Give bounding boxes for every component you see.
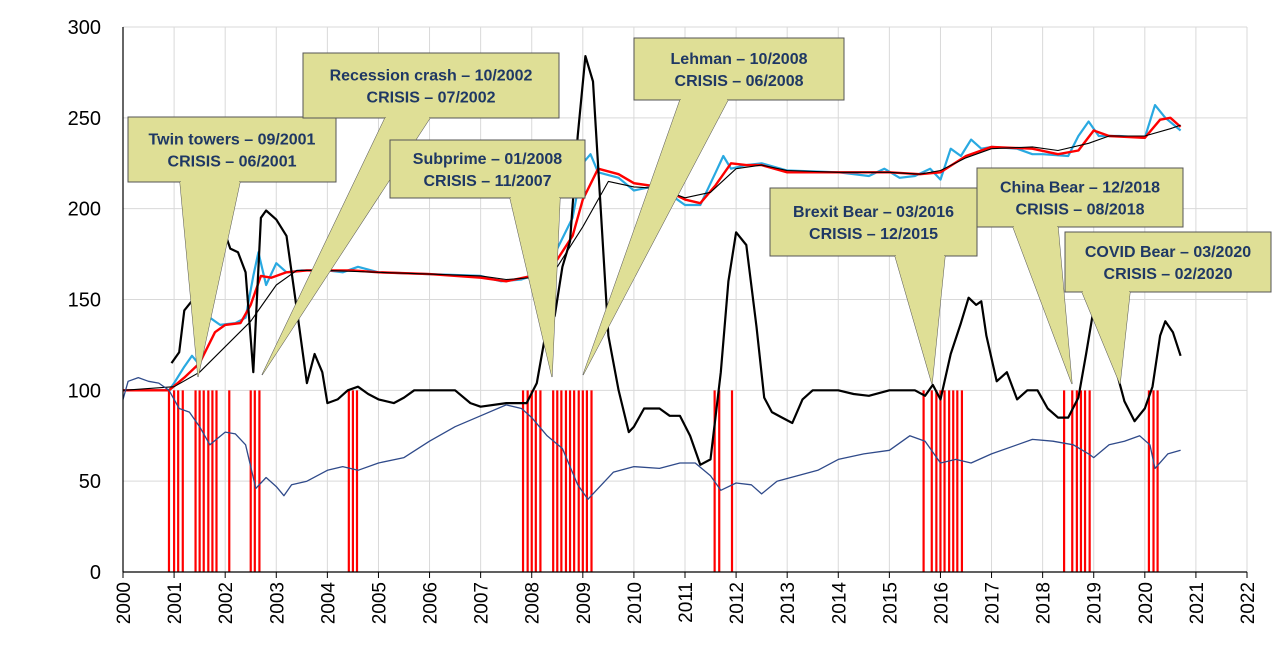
callout-pointer-fill [583,100,728,375]
axis-layer: 0 50 100 150 200 250 300 2000 2001 2002 2003 2004 20… [68,17,1259,624]
callout-box [389,139,586,199]
y-tick-label: 150 [68,290,101,312]
x-tick-label: 2011 [676,582,697,623]
callout-box [1064,231,1272,293]
callout-crisis-label: CRISIS – 12/2015 [809,226,938,243]
callout-pointer-fill [1013,227,1072,384]
callout-crisis-label: CRISIS – 07/2002 [367,90,496,107]
callout-box [769,187,978,257]
x-tick-label: 2004 [318,582,339,625]
callout-pointer-fill [180,182,240,377]
thick-black-series-line [170,55,1182,466]
x-tick-label: 2013 [778,582,799,624]
x-tick-label: 2001 [165,582,186,624]
callout-event-label: China Bear – 12/2018 [1000,180,1160,197]
callout-pointer-fill [510,198,560,377]
callout: Recession crash – 10/2002 CRISIS – 07/200… [261,52,560,376]
callout-pointer-fill [262,118,430,375]
callout: China Bear – 12/2018 CRISIS – 08/2018 [976,167,1184,385]
x-tick-label: 2000 [114,582,135,624]
callout-event-label: Lehman – 10/2008 [671,51,808,68]
callout: Lehman – 10/2008 CRISIS – 06/2008 [582,37,845,376]
y-tick-label: 200 [68,199,101,221]
x-tick-label: 2018 [1034,582,1055,624]
callout-event-label: COVID Bear – 03/2020 [1085,244,1251,261]
callout-event-label: Subprime – 01/2008 [413,151,563,168]
x-tick-label: 2005 [369,582,390,624]
callout-crisis-label: CRISIS – 11/2007 [423,173,551,190]
callout-event-label: Recession crash – 10/2002 [330,68,533,85]
x-tick-label: 2006 [421,582,442,624]
x-tick-label: 2007 [472,582,493,624]
callout-event-label: Twin towers – 09/2001 [149,132,316,149]
navy-series-line [122,376,1181,500]
y-tick-label: 0 [90,562,101,584]
callout-box [976,167,1184,228]
y-tick-label: 100 [68,380,101,402]
crisis-bars-layer [167,390,1159,572]
callout-crisis-label: CRISIS – 02/2020 [1104,266,1233,283]
x-tick-label: 2002 [216,582,237,624]
x-tick-label: 2012 [727,582,748,624]
x-tick-label: 2009 [574,582,595,624]
x-tick-label: 2021 [1187,582,1208,624]
callout-crisis-label: CRISIS – 08/2018 [1016,202,1145,219]
callout-crisis-label: CRISIS – 06/2008 [675,73,804,90]
callout: Twin towers – 09/2001 CRISIS – 06/2001 [127,116,337,378]
x-tick-label: 2020 [1136,582,1157,624]
x-tick-label: 2014 [829,582,850,625]
x-tick-label: 2022 [1238,582,1259,624]
x-tick-label: 2015 [880,582,901,624]
callout-crisis-label: CRISIS – 06/2001 [168,154,297,171]
callout: COVID Bear – 03/2020 CRISIS – 02/2020 [1064,231,1272,385]
x-tick-label: 2016 [931,582,952,624]
callout-box [633,37,845,101]
callout-box [127,116,337,183]
callout: Subprime – 01/2008 CRISIS – 11/2007 [389,139,586,378]
y-tick-label: 50 [79,471,101,493]
callout-pointer-fill [895,256,945,384]
x-tick-label: 2010 [625,582,646,624]
x-tick-label: 2019 [1085,582,1106,624]
callout-event-label: Brexit Bear – 03/2016 [793,204,954,221]
callout-box [302,52,560,119]
callout: Brexit Bear – 03/2016 CRISIS – 12/2015 [769,187,978,385]
x-tick-label: 2017 [983,582,1004,624]
y-tick-label: 300 [68,17,101,39]
x-tick-label: 2008 [523,582,544,624]
x-tick-label: 2003 [267,582,288,624]
callout-pointer-fill [1082,292,1130,384]
y-tick-label: 250 [68,108,101,130]
